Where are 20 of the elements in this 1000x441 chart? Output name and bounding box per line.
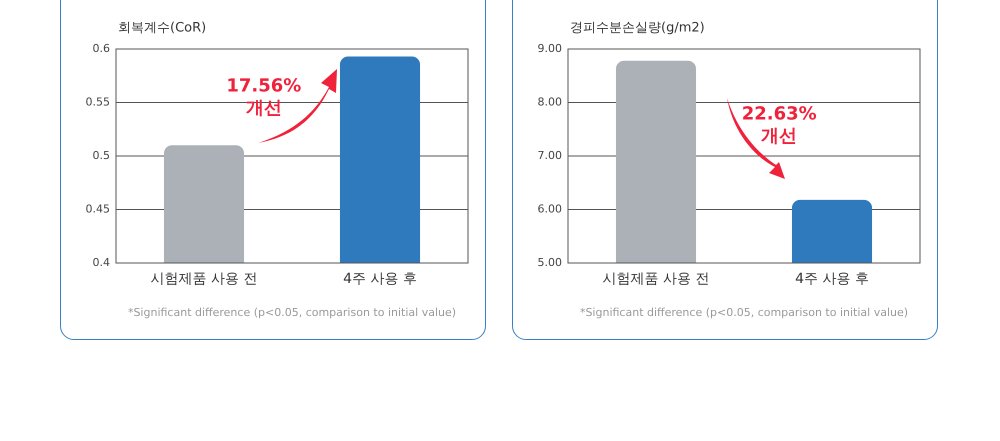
y-tick-label: 0.55 xyxy=(86,95,110,108)
y-tick-label: 0.5 xyxy=(92,148,110,162)
y-tick-label: 0.45 xyxy=(86,202,110,216)
x-tick-label: 4주 사용 후 xyxy=(795,271,869,288)
y-tick-label: 5.00 xyxy=(538,256,562,269)
y-axis-title: 경피수분손실량(g/m2) xyxy=(570,20,705,36)
y-tick-label: 9.00 xyxy=(538,42,562,55)
y-tick-label: 8.00 xyxy=(538,95,562,108)
x-tick-label: 시험제품 사용 전 xyxy=(150,271,258,288)
annotation: 22.63% 개선 xyxy=(742,104,817,147)
x-tick-label: 4주 사용 후 xyxy=(343,271,417,288)
y-axis-title: 회복계수(CoR) xyxy=(118,20,206,36)
y-tick-label: 0.6 xyxy=(92,42,110,55)
x-tick-label: 시험제품 사용 전 xyxy=(602,271,710,288)
y-tick-label: 0.4 xyxy=(92,256,110,269)
y-tick-label: 7.00 xyxy=(538,148,562,162)
text: *Significant difference (p<0.05, comparison to initial value) xyxy=(128,306,456,319)
annotation: 17.56% 개선 xyxy=(226,76,302,119)
y-tick-label: 6.00 xyxy=(538,202,562,216)
text: *Significant difference (p<0.05, comparison to initial value) xyxy=(580,306,908,319)
